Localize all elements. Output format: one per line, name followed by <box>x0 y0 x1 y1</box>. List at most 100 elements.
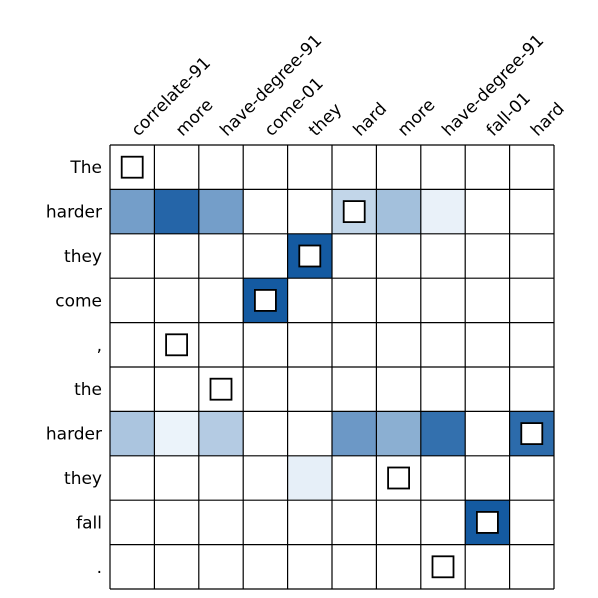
heatmap-cell-r5-c1 <box>154 367 199 412</box>
heatmap-cell-r6-c3 <box>243 411 288 456</box>
alignment-marker-r7-c6 <box>387 466 411 490</box>
heatmap-cell-r0-c1 <box>154 145 199 190</box>
y-tick-label: they <box>64 469 102 489</box>
heatmap-cell-r3-c7 <box>420 278 466 323</box>
heatmap-cell-r5-c5 <box>332 367 377 412</box>
heatmap-cell-r7-c4 <box>287 455 332 501</box>
heatmap-cell-r6-c4 <box>287 411 332 456</box>
heatmap-cell-r5-c0 <box>110 367 155 412</box>
heatmap-cell-r5-c4 <box>287 367 332 412</box>
heatmap-cell-r0-c4 <box>287 145 332 190</box>
heatmap-cell-r2-c2 <box>198 233 244 279</box>
heatmap-cell-r3-c5 <box>332 278 377 323</box>
heatmap-cell-r7-c8 <box>465 455 510 501</box>
heatmap-cell-r8-c3 <box>243 500 288 545</box>
y-tick-label: , <box>97 336 102 356</box>
x-tick-label: more <box>394 95 439 140</box>
alignment-marker-r8-c8 <box>475 510 499 534</box>
heatmap-cell-r0-c9 <box>509 145 554 190</box>
heatmap-cell-r9-c5 <box>332 544 377 589</box>
heatmap-cell-r9-c2 <box>198 544 244 589</box>
x-tick-label: hard <box>350 99 391 140</box>
markers-layer <box>120 155 544 579</box>
heatmap-cell-r8-c2 <box>198 500 244 545</box>
y-tick-label: they <box>64 247 102 267</box>
alignment-marker-r3-c3 <box>253 288 277 312</box>
heatmap-cell-r1-c1 <box>154 189 199 234</box>
heatmap-cell-r4-c3 <box>243 322 288 367</box>
heatmap-cell-r0-c6 <box>376 145 421 190</box>
heatmap-cell-r8-c1 <box>154 500 199 545</box>
heatmap-cell-r3-c2 <box>198 278 244 323</box>
y-tick-label: harder <box>46 425 102 445</box>
y-labels-layer: The harder they come, the harder they fall. <box>46 158 102 578</box>
heatmap-cell-r1-c2 <box>198 189 244 234</box>
heatmap-cell-r8-c6 <box>376 500 421 545</box>
heatmap-cell-r2-c0 <box>110 233 155 279</box>
heatmap-cell-r2-c6 <box>376 233 421 279</box>
heatmap-cell-r1-c7 <box>420 189 466 234</box>
heatmap-cell-r8-c9 <box>509 500 554 545</box>
heatmap-cell-r7-c1 <box>154 455 199 501</box>
heatmap-cell-r7-c3 <box>243 455 288 501</box>
heatmap-cell-r8-c0 <box>110 500 155 545</box>
heatmap-cell-r9-c6 <box>376 544 421 589</box>
heatmap-cell-r0-c7 <box>420 145 466 190</box>
heatmap-cell-r0-c5 <box>332 145 377 190</box>
heatmap-cell-r6-c6 <box>376 411 421 456</box>
heatmap-cell-r2-c5 <box>332 233 377 279</box>
heatmap-cell-r9-c3 <box>243 544 288 589</box>
heatmap-cell-r4-c6 <box>376 322 421 367</box>
heatmap-cell-r8-c4 <box>287 500 332 545</box>
alignment-marker-r4-c1 <box>165 333 189 357</box>
heatmap-cell-r9-c4 <box>287 544 332 589</box>
grid-layer <box>109 144 555 590</box>
heatmap-cell-r5-c3 <box>243 367 288 412</box>
heatmap-cell-r6-c7 <box>420 411 466 456</box>
heatmap-cell-r2-c8 <box>465 233 510 279</box>
heatmap-cell-r6-c8 <box>465 411 510 456</box>
heatmap-cell-r9-c0 <box>110 544 155 589</box>
heatmap-cell-r7-c7 <box>420 455 466 501</box>
heatmap-cell-r3-c4 <box>287 278 332 323</box>
heatmap-cell-r6-c5 <box>332 411 377 456</box>
heatmap-cell-r0-c8 <box>465 145 510 190</box>
heatmap-cell-r3-c9 <box>509 278 554 323</box>
alignment-marker-r9-c7 <box>431 555 455 579</box>
heatmap-cell-r9-c9 <box>509 544 554 589</box>
heatmap-cell-r2-c3 <box>243 233 288 279</box>
heatmap-cell-r7-c2 <box>198 455 244 501</box>
heatmap-cell-r1-c9 <box>509 189 554 234</box>
heatmap-cell-r4-c8 <box>465 322 510 367</box>
alignment-marker-r6-c9 <box>520 422 544 446</box>
heatmap-cell-r2-c1 <box>154 233 199 279</box>
heatmap-cell-r4-c4 <box>287 322 332 367</box>
heatmap-cell-r0-c2 <box>198 145 244 190</box>
heatmap-cell-r1-c0 <box>110 189 155 234</box>
heatmap-cell-r7-c0 <box>110 455 155 501</box>
y-tick-label: harder <box>46 203 102 223</box>
heatmap-cell-r8-c5 <box>332 500 377 545</box>
heatmap-cell-r3-c6 <box>376 278 421 323</box>
y-tick-label: The <box>69 158 102 178</box>
heatmap-cell-r7-c9 <box>509 455 554 501</box>
heatmap-cell-r1-c6 <box>376 189 421 234</box>
heatmap-cell-r6-c1 <box>154 411 199 456</box>
heatmap-cell-r1-c8 <box>465 189 510 234</box>
heatmap-cell-r6-c0 <box>110 411 155 456</box>
heatmap-cell-r2-c9 <box>509 233 554 279</box>
heatmap-cell-r8-c7 <box>420 500 466 545</box>
x-tick-label: hard <box>527 99 568 140</box>
alignment-marker-r5-c2 <box>209 377 233 401</box>
heatmap-cell-r6-c2 <box>198 411 244 456</box>
x-tick-label: they <box>305 100 346 141</box>
heatmap-cell-r4-c7 <box>420 322 466 367</box>
alignment-marker-r1-c5 <box>342 200 366 224</box>
heatmap-cell-r4-c5 <box>332 322 377 367</box>
alignment-marker-r0-c0 <box>120 155 144 179</box>
heatmap-cell-r1-c3 <box>243 189 288 234</box>
heatmap-cell-r2-c7 <box>420 233 466 279</box>
